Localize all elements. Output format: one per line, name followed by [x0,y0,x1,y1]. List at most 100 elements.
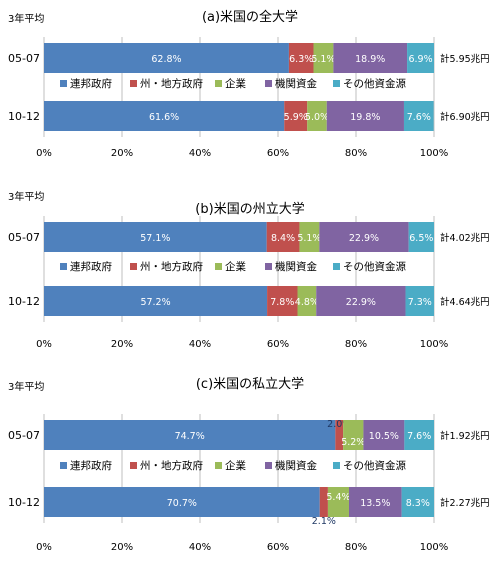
data-label: 8.4% [271,233,295,244]
total-label: 計5.95兆円 [440,53,490,65]
legend-swatch [60,462,67,469]
legend-label: その他資金源 [343,260,406,273]
bar-segment [326,101,404,131]
chart-title: (c)米国の私立大学 [196,376,304,392]
bar-segment [316,286,406,316]
legend-swatch [130,263,137,270]
bar-segment [288,43,314,73]
bar-segment [44,101,285,131]
category-label: 10-12 [8,295,40,308]
data-label: 7.6% [407,112,431,123]
bar-segment [44,420,336,450]
data-label: 19.8% [350,112,380,123]
legend-label: 連邦政府 [70,77,112,90]
data-label: 6.5% [409,233,433,244]
legend-label: 機関資金 [275,260,317,273]
data-label: 70.7% [167,498,197,509]
legend-swatch [265,80,272,87]
legend-swatch [265,263,272,270]
group-label: 3年平均 [8,190,44,203]
bar-segment [408,222,434,252]
data-label: 13.5% [360,498,390,509]
data-label: 8.3% [406,498,430,509]
legend-label: 企業 [225,459,246,472]
x-tick-label: 60% [267,339,289,350]
category-label: 10-12 [8,496,40,509]
legend-label: その他資金源 [343,77,406,90]
bar-segment [44,43,289,73]
bar-segment [267,286,298,316]
data-label: 6.9% [408,54,432,65]
data-label: 2.0% [327,419,351,430]
x-tick-label: 0% [36,148,52,159]
x-tick-label: 40% [189,339,211,350]
legend-label: 州・地方政府 [140,459,203,472]
x-tick-label: 100% [420,339,449,350]
total-label: 計2.27兆円 [440,497,490,509]
data-label: 6.3% [289,54,313,65]
bar-segment [407,43,434,73]
legend-swatch [215,462,222,469]
total-label: 計1.92兆円 [440,430,490,442]
bar-segment [319,487,328,517]
category-label: 05-07 [8,231,40,244]
legend-label: その他資金源 [343,459,406,472]
total-label: 計6.90兆円 [440,111,490,123]
bar-segment [297,286,317,316]
data-label: 61.6% [149,112,179,123]
data-label: 7.6% [407,431,431,442]
group-label: 3年平均 [8,380,44,393]
x-tick-label: 0% [36,339,52,350]
category-label: 05-07 [8,429,40,442]
legend-swatch [130,462,137,469]
data-label: 22.9% [349,233,379,244]
bar-segment [401,487,434,517]
bar-segment [348,487,402,517]
bar-segment [319,222,409,252]
x-tick-label: 20% [111,542,133,553]
bar-segment [299,222,320,252]
data-label: 7.3% [408,297,432,308]
legend-swatch [265,462,272,469]
x-tick-label: 100% [420,148,449,159]
bar-segment [44,286,268,316]
bar-segment [335,420,344,450]
x-tick-label: 40% [189,542,211,553]
legend-label: 企業 [225,260,246,273]
bar-segment [404,420,434,450]
legend-label: 連邦政府 [70,260,112,273]
data-label: 74.7% [175,431,205,442]
bar-segment [313,43,334,73]
bar-segment [284,101,308,131]
legend-swatch [215,263,222,270]
legend-swatch [60,80,67,87]
data-label: 62.8% [151,54,181,65]
bar-segment [333,43,408,73]
bar-segment [363,420,405,450]
bar-segment [405,286,434,316]
x-tick-label: 40% [189,148,211,159]
legend-label: 州・地方政府 [140,77,203,90]
legend-label: 機関資金 [275,77,317,90]
legend-swatch [130,80,137,87]
legend-swatch [333,263,340,270]
bar-segment [266,222,300,252]
legend-swatch [215,80,222,87]
category-label: 10-12 [8,110,40,123]
legend-swatch [333,80,340,87]
data-label: 5.0% [305,112,329,123]
x-tick-label: 20% [111,148,133,159]
data-label: 5.2% [341,437,365,448]
legend-label: 企業 [225,77,246,90]
group-label: 3年平均 [8,12,44,25]
legend-label: 連邦政府 [70,459,112,472]
legend-swatch [333,462,340,469]
data-label: 10.5% [369,431,399,442]
x-tick-label: 0% [36,542,52,553]
x-tick-label: 60% [267,148,289,159]
data-label: 5.1% [297,233,321,244]
bar-segment [44,487,320,517]
data-label: 5.1% [311,54,335,65]
data-label: 22.9% [346,297,376,308]
